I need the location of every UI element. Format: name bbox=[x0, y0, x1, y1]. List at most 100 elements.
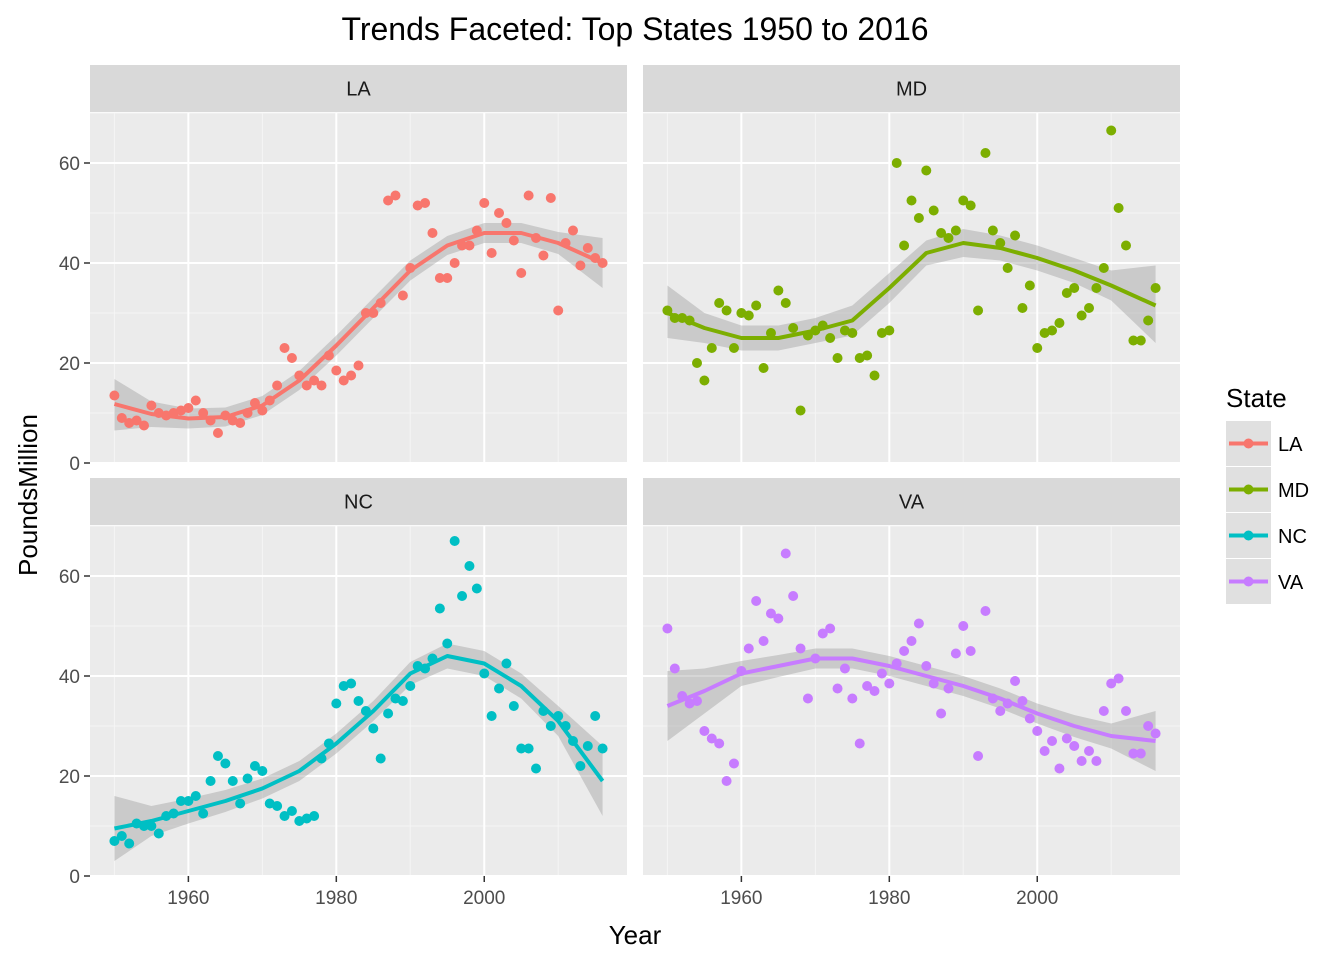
data-point bbox=[788, 591, 799, 601]
data-point bbox=[913, 213, 924, 223]
x-tick-label: 1960 bbox=[720, 888, 762, 909]
data-point bbox=[958, 621, 969, 631]
data-point bbox=[286, 353, 297, 363]
legend-item-va: VA bbox=[1226, 559, 1304, 604]
facet-strip bbox=[90, 478, 627, 525]
data-point bbox=[1061, 288, 1072, 298]
data-point bbox=[353, 360, 364, 371]
data-point bbox=[420, 198, 431, 208]
y-tick-label: 40 bbox=[59, 667, 80, 688]
data-point bbox=[788, 323, 799, 333]
data-point bbox=[479, 668, 490, 679]
data-point bbox=[699, 726, 710, 736]
data-point bbox=[116, 413, 127, 423]
legend-item-md: MD bbox=[1226, 467, 1309, 512]
data-point bbox=[545, 721, 556, 731]
legend-key-point bbox=[1243, 576, 1254, 587]
data-point bbox=[190, 791, 201, 801]
facet-strip bbox=[643, 478, 1180, 525]
data-point bbox=[662, 623, 673, 634]
data-point bbox=[1010, 676, 1021, 686]
data-point bbox=[780, 548, 791, 559]
data-point bbox=[1113, 673, 1124, 684]
data-point bbox=[706, 733, 717, 744]
confidence-band bbox=[114, 223, 603, 431]
data-point bbox=[1098, 263, 1109, 273]
data-point bbox=[272, 801, 283, 811]
data-point bbox=[869, 686, 880, 696]
data-point bbox=[847, 693, 858, 704]
data-point bbox=[1091, 283, 1102, 293]
data-point bbox=[131, 415, 142, 426]
data-point bbox=[714, 298, 725, 308]
legend-key-point bbox=[1243, 530, 1254, 541]
data-point bbox=[825, 333, 836, 343]
data-point bbox=[383, 708, 394, 719]
data-point bbox=[235, 798, 246, 809]
data-point bbox=[1106, 678, 1117, 689]
legend-key-point bbox=[1243, 484, 1254, 495]
data-point bbox=[582, 741, 593, 751]
confidence-band bbox=[667, 229, 1156, 351]
data-point bbox=[1084, 303, 1095, 313]
data-point bbox=[257, 766, 268, 776]
y-axis-title: PoundsMillion bbox=[13, 414, 43, 576]
data-point bbox=[523, 190, 534, 201]
facet-panel-va: VA 1960 1980 2000 bbox=[643, 478, 1180, 909]
data-point bbox=[109, 390, 120, 401]
legend-label: VA bbox=[1278, 572, 1304, 594]
data-point bbox=[928, 205, 939, 216]
data-point bbox=[691, 696, 702, 706]
y-tick-label: 60 bbox=[59, 567, 80, 588]
data-point bbox=[153, 828, 164, 839]
data-point bbox=[899, 646, 910, 656]
data-point bbox=[427, 228, 438, 238]
smooth-trend-line bbox=[666, 241, 1157, 340]
data-point bbox=[434, 603, 445, 614]
data-point bbox=[183, 403, 194, 413]
data-point bbox=[1076, 310, 1087, 321]
data-point bbox=[390, 190, 401, 201]
data-point bbox=[1128, 335, 1139, 346]
data-point bbox=[950, 225, 961, 236]
data-point bbox=[891, 158, 902, 168]
data-point bbox=[531, 763, 542, 774]
data-point bbox=[965, 200, 976, 211]
panel-background bbox=[643, 526, 1180, 876]
data-point bbox=[1084, 746, 1095, 756]
data-point bbox=[721, 776, 732, 786]
legend-item-nc: NC bbox=[1226, 513, 1307, 558]
data-point bbox=[582, 243, 593, 253]
x-tick-label: 2000 bbox=[463, 888, 505, 909]
data-point bbox=[516, 268, 527, 278]
data-point bbox=[973, 751, 984, 761]
data-point bbox=[449, 536, 460, 546]
data-point bbox=[175, 796, 186, 806]
data-point bbox=[1098, 706, 1109, 716]
data-point bbox=[995, 238, 1006, 248]
data-point bbox=[913, 618, 924, 629]
data-point bbox=[590, 711, 601, 721]
x-axis-title: Year bbox=[609, 920, 662, 950]
facet-panel-md: MD bbox=[643, 65, 1180, 464]
data-point bbox=[765, 608, 776, 619]
data-point bbox=[721, 305, 732, 316]
data-point bbox=[928, 678, 939, 689]
data-point bbox=[597, 743, 608, 754]
chart-title: Trends Faceted: Top States 1950 to 2016 bbox=[341, 11, 928, 47]
data-point bbox=[272, 380, 283, 391]
data-point bbox=[1135, 748, 1146, 759]
data-point bbox=[743, 310, 754, 321]
data-point bbox=[279, 343, 290, 353]
data-point bbox=[212, 428, 223, 438]
data-point bbox=[1069, 283, 1080, 293]
data-point bbox=[198, 808, 209, 819]
legend-key-point bbox=[1243, 438, 1254, 449]
data-point bbox=[1010, 230, 1021, 241]
data-point bbox=[1113, 203, 1124, 213]
data-point bbox=[1024, 280, 1035, 291]
data-point bbox=[138, 420, 149, 431]
facet-panels: LA 0 20 40 60 MD NC 0 20 40 60 1960 1980 2000 VA 1960 19… bbox=[59, 65, 1180, 909]
data-point bbox=[728, 343, 739, 353]
data-point bbox=[1054, 763, 1065, 774]
